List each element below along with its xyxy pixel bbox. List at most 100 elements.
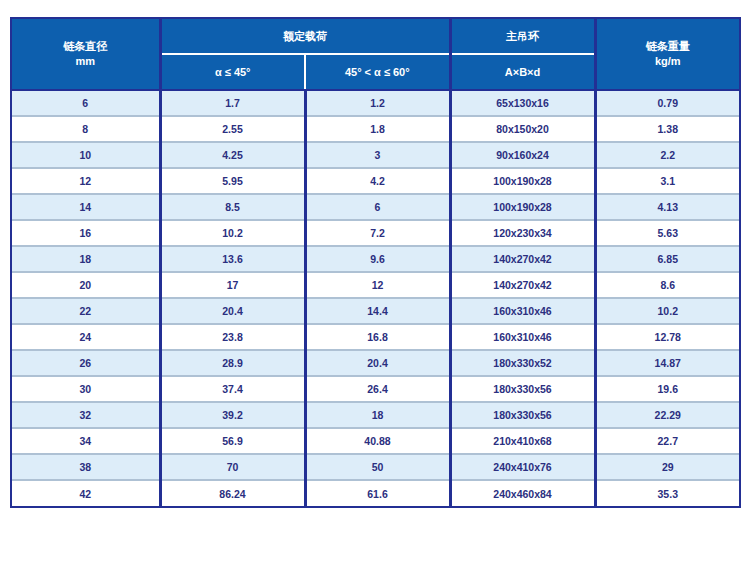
table-cell: 5.95 xyxy=(160,168,305,194)
table-cell: 90x160x24 xyxy=(450,142,595,168)
table-cell: 39.2 xyxy=(160,402,305,428)
table-cell: 1.8 xyxy=(305,116,450,142)
table-cell: 61.6 xyxy=(305,480,450,506)
table-row: 2423.816.8160x310x4612.78 xyxy=(12,324,739,350)
table-cell: 28.9 xyxy=(160,350,305,376)
table-cell: 8.5 xyxy=(160,194,305,220)
table-cell: 70 xyxy=(160,454,305,480)
table-cell: 6 xyxy=(305,194,450,220)
table-cell: 140x270x42 xyxy=(450,272,595,298)
table-cell: 8 xyxy=(12,116,160,142)
table-cell: 5.63 xyxy=(595,220,739,246)
header-ring-dimensions: A×B×d xyxy=(450,54,595,90)
table-cell: 240x410x76 xyxy=(450,454,595,480)
table-cell: 140x270x42 xyxy=(450,246,595,272)
header-main-ring-group: 主吊环 xyxy=(450,19,595,54)
table-cell: 6.85 xyxy=(595,246,739,272)
header-chain-weight: 链条重量 kg/m xyxy=(595,19,739,90)
table-cell: 4.2 xyxy=(305,168,450,194)
table-cell: 30 xyxy=(12,376,160,402)
header-chain-diameter-label: 链条直径 xyxy=(63,40,107,52)
header-chain-weight-label: 链条重量 xyxy=(646,40,690,52)
header-chain-diameter-unit: mm xyxy=(75,55,95,67)
table-cell: 22 xyxy=(12,298,160,324)
table-row: 104.25390x160x242.2 xyxy=(12,142,739,168)
table-cell: 86.24 xyxy=(160,480,305,506)
table-cell: 9.6 xyxy=(305,246,450,272)
table-header: 链条直径 mm 额定载荷 主吊环 链条重量 kg/m α ≤ 45° 45° <… xyxy=(12,19,739,90)
table-cell: 26.4 xyxy=(305,376,450,402)
table-cell: 12.78 xyxy=(595,324,739,350)
table-cell: 10 xyxy=(12,142,160,168)
table-cell: 6 xyxy=(12,90,160,116)
table-row: 82.551.880x150x201.38 xyxy=(12,116,739,142)
table-row: 125.954.2100x190x283.1 xyxy=(12,168,739,194)
table-cell: 20.4 xyxy=(160,298,305,324)
table-row: 61.71.265x130x160.79 xyxy=(12,90,739,116)
table-cell: 18 xyxy=(305,402,450,428)
table-row: 1813.69.6140x270x426.85 xyxy=(12,246,739,272)
table-cell: 14.4 xyxy=(305,298,450,324)
table-cell: 12 xyxy=(12,168,160,194)
table-cell: 1.7 xyxy=(160,90,305,116)
table-cell: 37.4 xyxy=(160,376,305,402)
table-cell: 12 xyxy=(305,272,450,298)
spec-table: 链条直径 mm 额定载荷 主吊环 链条重量 kg/m α ≤ 45° 45° <… xyxy=(10,17,741,508)
table-cell: 0.79 xyxy=(595,90,739,116)
table-cell: 10.2 xyxy=(595,298,739,324)
table-cell: 240x460x84 xyxy=(450,480,595,506)
table-cell: 34 xyxy=(12,428,160,454)
table-cell: 29 xyxy=(595,454,739,480)
table-row: 387050240x410x7629 xyxy=(12,454,739,480)
table-row: 3456.940.88210x410x6822.7 xyxy=(12,428,739,454)
table-cell: 80x150x20 xyxy=(450,116,595,142)
header-rated-load-group: 额定载荷 xyxy=(160,19,450,54)
table-cell: 20.4 xyxy=(305,350,450,376)
table-cell: 16.8 xyxy=(305,324,450,350)
table-body: 61.71.265x130x160.7982.551.880x150x201.3… xyxy=(12,90,739,506)
table-cell: 17 xyxy=(160,272,305,298)
header-angle-45-to-60: 45° < α ≤ 60° xyxy=(305,54,450,90)
table-cell: 1.38 xyxy=(595,116,739,142)
table-cell: 100x190x28 xyxy=(450,168,595,194)
table-cell: 50 xyxy=(305,454,450,480)
table-cell: 20 xyxy=(12,272,160,298)
table-row: 2628.920.4180x330x5214.87 xyxy=(12,350,739,376)
table-cell: 4.25 xyxy=(160,142,305,168)
table-cell: 24 xyxy=(12,324,160,350)
table-cell: 8.6 xyxy=(595,272,739,298)
header-angle-lte-45: α ≤ 45° xyxy=(160,54,305,90)
table-cell: 180x330x56 xyxy=(450,402,595,428)
table-row: 4286.2461.6240x460x8435.3 xyxy=(12,480,739,506)
table-cell: 160x310x46 xyxy=(450,324,595,350)
table-cell: 32 xyxy=(12,402,160,428)
table-cell: 120x230x34 xyxy=(450,220,595,246)
table-cell: 42 xyxy=(12,480,160,506)
table-cell: 16 xyxy=(12,220,160,246)
table-cell: 40.88 xyxy=(305,428,450,454)
table-cell: 22.29 xyxy=(595,402,739,428)
table-cell: 7.2 xyxy=(305,220,450,246)
table-cell: 19.6 xyxy=(595,376,739,402)
table-row: 201712140x270x428.6 xyxy=(12,272,739,298)
table-cell: 35.3 xyxy=(595,480,739,506)
table-cell: 10.2 xyxy=(160,220,305,246)
table-cell: 180x330x56 xyxy=(450,376,595,402)
table-row: 1610.27.2120x230x345.63 xyxy=(12,220,739,246)
header-chain-diameter: 链条直径 mm xyxy=(12,19,160,90)
table-cell: 4.13 xyxy=(595,194,739,220)
chain-spec-table: 链条直径 mm 额定载荷 主吊环 链条重量 kg/m α ≤ 45° 45° <… xyxy=(12,19,739,506)
table-cell: 23.8 xyxy=(160,324,305,350)
table-row: 3037.426.4180x330x5619.6 xyxy=(12,376,739,402)
table-cell: 1.2 xyxy=(305,90,450,116)
table-cell: 14.87 xyxy=(595,350,739,376)
table-cell: 160x310x46 xyxy=(450,298,595,324)
table-cell: 180x330x52 xyxy=(450,350,595,376)
table-cell: 13.6 xyxy=(160,246,305,272)
table-cell: 26 xyxy=(12,350,160,376)
table-cell: 38 xyxy=(12,454,160,480)
table-cell: 14 xyxy=(12,194,160,220)
table-cell: 2.55 xyxy=(160,116,305,142)
table-cell: 65x130x16 xyxy=(450,90,595,116)
table-cell: 3 xyxy=(305,142,450,168)
